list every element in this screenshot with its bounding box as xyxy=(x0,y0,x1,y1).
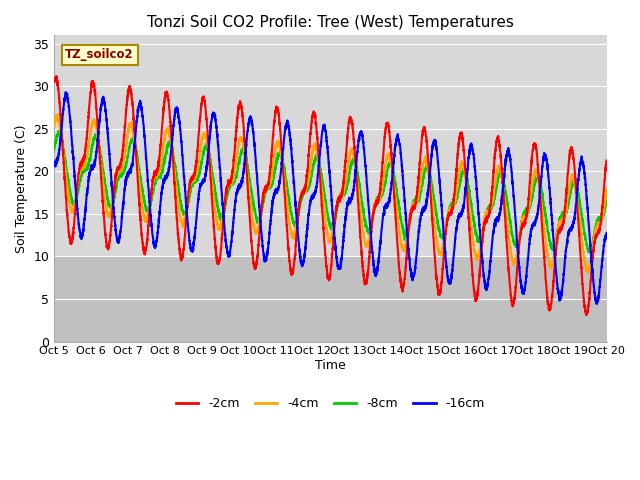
-8cm xyxy=(51,147,58,153)
-2cm xyxy=(486,211,493,217)
Line: -8cm: -8cm xyxy=(54,131,607,252)
-2cm xyxy=(150,173,157,179)
-2cm xyxy=(51,79,58,84)
-16cm xyxy=(603,230,611,236)
-4cm xyxy=(53,111,61,117)
-4cm xyxy=(486,209,493,215)
Line: -4cm: -4cm xyxy=(54,114,607,274)
-8cm xyxy=(310,160,317,166)
-8cm xyxy=(424,164,431,169)
-2cm xyxy=(582,312,590,318)
-8cm xyxy=(486,204,493,210)
-8cm xyxy=(55,128,63,134)
-2cm xyxy=(424,151,431,157)
-4cm xyxy=(584,271,592,276)
-4cm xyxy=(454,174,462,180)
-2cm xyxy=(454,146,462,152)
Title: Tonzi Soil CO2 Profile: Tree (West) Temperatures: Tonzi Soil CO2 Profile: Tree (West) Temp… xyxy=(147,15,514,30)
-16cm xyxy=(62,89,70,95)
Text: TZ_soilco2: TZ_soilco2 xyxy=(65,48,134,61)
Bar xyxy=(54,256,607,342)
-4cm xyxy=(424,162,431,168)
-4cm xyxy=(602,188,610,194)
Line: -16cm: -16cm xyxy=(54,92,607,304)
-2cm xyxy=(52,73,60,79)
-8cm xyxy=(603,198,611,204)
-2cm xyxy=(310,110,317,116)
-8cm xyxy=(150,183,157,189)
Legend: -2cm, -4cm, -8cm, -16cm: -2cm, -4cm, -8cm, -16cm xyxy=(171,392,490,415)
-8cm xyxy=(585,249,593,255)
-16cm xyxy=(310,192,317,197)
-4cm xyxy=(310,145,317,151)
-4cm xyxy=(603,186,611,192)
-16cm xyxy=(454,217,462,223)
-4cm xyxy=(51,124,58,130)
X-axis label: Time: Time xyxy=(315,359,346,372)
-16cm xyxy=(602,234,610,240)
Line: -2cm: -2cm xyxy=(54,76,607,315)
-2cm xyxy=(603,157,611,163)
-8cm xyxy=(602,198,610,204)
-4cm xyxy=(150,176,157,182)
-8cm xyxy=(454,190,462,195)
Y-axis label: Soil Temperature (C): Soil Temperature (C) xyxy=(15,124,28,252)
-16cm xyxy=(593,301,600,307)
-2cm xyxy=(602,162,610,168)
-16cm xyxy=(150,239,157,245)
-16cm xyxy=(486,268,493,274)
-16cm xyxy=(51,160,58,166)
-16cm xyxy=(424,190,431,195)
Bar xyxy=(54,36,607,256)
